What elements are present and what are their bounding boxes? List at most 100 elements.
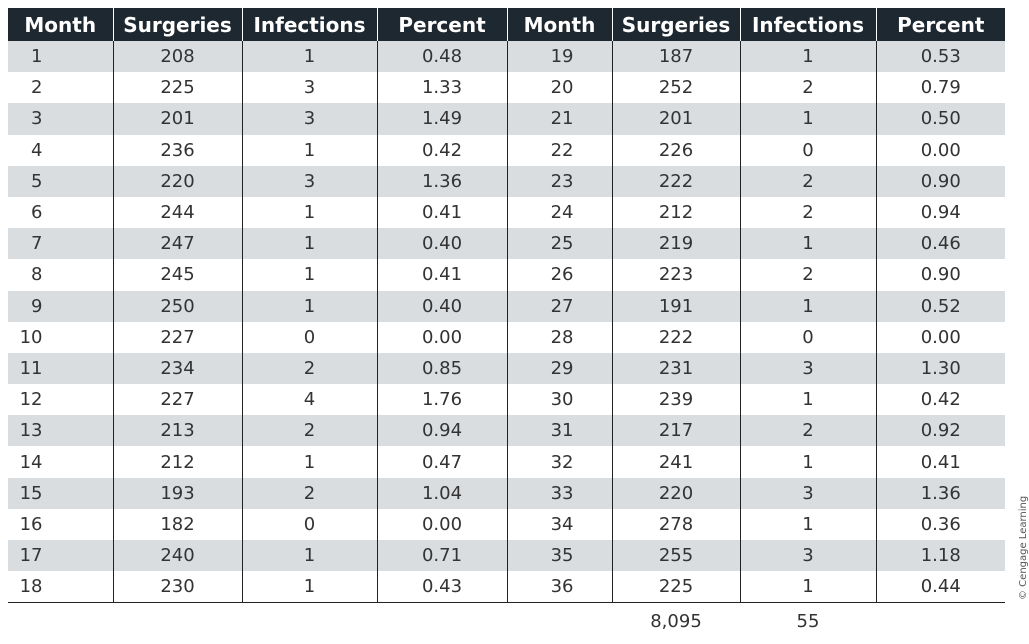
table-cell: 10 (19, 326, 43, 348)
table-cell: 0 (241, 508, 377, 540)
table-cell: 212 (112, 446, 242, 478)
table-cell: 3 (8, 103, 113, 135)
table-row: 1 208 1 0.48 19 187 1 0.53 (8, 41, 1005, 73)
table-cell: 1 (241, 446, 377, 478)
table-cell: 18 (8, 571, 113, 604)
table-cell: 227 (112, 384, 242, 416)
table-cell: 5 (8, 165, 113, 197)
header-row: Month Surgeries Infections Percent Month Surg… (8, 8, 1005, 41)
table-cell: 2 (31, 77, 43, 99)
column-header: Infections (739, 8, 876, 41)
table-cell: 1.04 (376, 477, 507, 509)
table-cell: 6 (31, 202, 43, 224)
table-cell: 0.00 (875, 321, 1005, 353)
table-cell: 1.49 (376, 103, 507, 135)
table-cell: 9 (8, 290, 113, 322)
table-cell: 2 (739, 165, 876, 197)
table-cell: 2 (241, 352, 377, 385)
table-cell: 220 (112, 165, 242, 197)
table-row: 4 236 1 0.42 22 226 0 0.00 (8, 134, 1005, 166)
table-cell: 0.90 (875, 165, 1005, 197)
table-cell: 3 (241, 165, 377, 197)
table-cell: 225 (611, 571, 740, 604)
table-cell: 0.41 (376, 196, 507, 229)
table-cell: 2 (739, 72, 876, 104)
table-cell: 278 (611, 508, 740, 540)
table-cell: 219 (611, 228, 740, 260)
table-cell: 244 (112, 196, 242, 229)
table-cell: 0.47 (376, 446, 507, 478)
table-cell: 2 (739, 415, 876, 447)
table-cell: 31 (506, 415, 612, 447)
table-cell: 0.44 (875, 571, 1005, 604)
table-row: 9 250 1 0.40 27 191 1 0.52 (8, 290, 1005, 322)
table-cell: 2 (241, 477, 377, 509)
table-cell: 201 (112, 103, 242, 135)
table-cell: 0.00 (376, 508, 507, 540)
table-cell: 201 (611, 103, 740, 135)
table-cell: 13 (8, 415, 113, 447)
table-cell: 21 (506, 103, 612, 135)
table-cell: 23 (506, 165, 612, 197)
table-cell: 20 (506, 72, 612, 104)
table-cell: 8 (31, 264, 43, 286)
table-cell: 0.43 (376, 571, 507, 604)
table-row: 10 227 0 0.00 28 222 0 0.00 (8, 321, 1005, 353)
table-cell: 1 (241, 134, 377, 166)
table-cell: 1 (241, 41, 377, 73)
table-cell: 1 (739, 571, 876, 604)
table-cell: 241 (611, 446, 740, 478)
table-cell: 212 (611, 196, 740, 229)
table-cell: 1 (739, 228, 876, 260)
table-cell: 1 (241, 259, 377, 291)
table-cell: 240 (112, 540, 242, 572)
column-header: Month (8, 8, 113, 41)
table-row: 13 213 2 0.94 31 217 2 0.92 (8, 415, 1005, 447)
total-surgeries: 8,095 (612, 602, 740, 640)
table-cell: 247 (112, 228, 242, 260)
table-cell: 225 (112, 72, 242, 104)
table-cell: 252 (611, 72, 740, 104)
data-table: Month Surgeries Infections Percent Month Surg… (8, 8, 1005, 640)
table-cell: 7 (8, 228, 113, 260)
table-cell: 32 (506, 446, 612, 478)
table-cell: 1 (739, 446, 876, 478)
table-cell: 12 (19, 389, 43, 411)
table-cell: 11 (8, 352, 113, 385)
table-cell: 1.36 (376, 165, 507, 197)
table-cell: 1.76 (376, 384, 507, 416)
table-cell: 0.79 (875, 72, 1005, 104)
table-cell: 217 (611, 415, 740, 447)
table-row: 18 230 1 0.43 36 225 1 0.44 (8, 571, 1005, 604)
table-cell: 3 (241, 103, 377, 135)
total-infections: 55 (740, 602, 876, 640)
table-cell: 0.90 (875, 259, 1005, 291)
table-cell: 255 (611, 540, 740, 572)
table-cell: 0.52 (875, 290, 1005, 322)
table-cell: 0.94 (376, 415, 507, 447)
table-cell: 191 (611, 290, 740, 322)
table-cell: 0.40 (376, 290, 507, 322)
table-cell: 0.48 (376, 41, 507, 73)
table-cell: 231 (611, 352, 740, 385)
table-cell: 0.71 (376, 540, 507, 572)
table-cell: 1 (241, 571, 377, 604)
table-cell: 222 (611, 321, 740, 353)
table-cell: 16 (19, 513, 43, 535)
table-cell: 1 (739, 290, 876, 322)
table-cell: 1 (241, 540, 377, 572)
table-cell: 213 (112, 415, 242, 447)
table-cell: 0.40 (376, 228, 507, 260)
totals-row: 8,095 55 (8, 602, 1005, 640)
table-cell: 30 (506, 384, 612, 416)
table-row: 5 220 3 1.36 23 222 2 0.90 (8, 165, 1005, 197)
table-cell: 227 (112, 321, 242, 353)
table-cell: 0.41 (875, 446, 1005, 478)
column-header: Infections (241, 8, 377, 41)
table-row: 14 212 1 0.47 32 241 1 0.41 (8, 446, 1005, 478)
column-header: Percent (875, 8, 1005, 41)
table-cell: 35 (506, 540, 612, 572)
column-header: Surgeries (112, 8, 242, 41)
table-cell: 0.42 (376, 134, 507, 166)
